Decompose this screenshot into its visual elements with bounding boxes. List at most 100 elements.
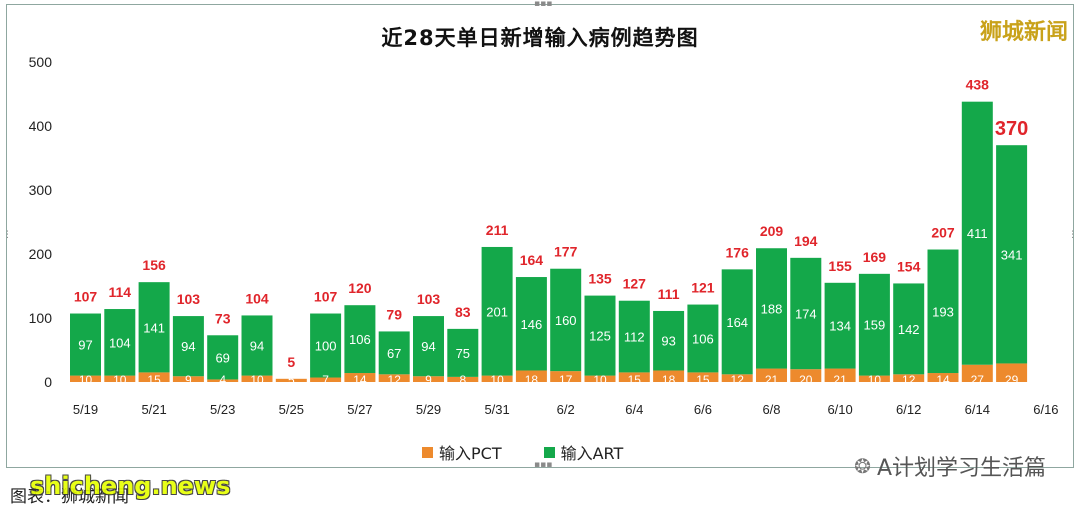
data-label-total: 177 bbox=[554, 244, 578, 260]
data-label-art: 164 bbox=[726, 315, 748, 330]
bar-segment-art bbox=[721, 269, 753, 375]
data-label-art: 75 bbox=[456, 346, 470, 361]
data-label-pct: 10 bbox=[113, 373, 127, 387]
data-label-total: 104 bbox=[245, 290, 269, 306]
x-tick-label: 6/6 bbox=[694, 402, 712, 417]
resize-handle-left[interactable]: ⋮ bbox=[3, 230, 12, 240]
data-label-art: 106 bbox=[692, 331, 714, 346]
x-tick-label: 5/25 bbox=[279, 402, 304, 417]
data-label-art: 134 bbox=[829, 319, 851, 334]
bar-segment-pct bbox=[207, 379, 239, 382]
bar-segment-art bbox=[447, 328, 479, 377]
x-tick-label: 6/12 bbox=[896, 402, 921, 417]
data-label-total: 156 bbox=[142, 257, 166, 273]
data-label-pct: 21 bbox=[765, 373, 779, 387]
data-label-total: 73 bbox=[215, 310, 231, 326]
data-label-pct: 10 bbox=[79, 373, 93, 387]
legend-item-pct: 输入PCT bbox=[422, 440, 502, 464]
x-tick-label: 6/14 bbox=[965, 402, 990, 417]
bar-segment-pct bbox=[584, 375, 616, 382]
x-tick-label: 5/29 bbox=[416, 402, 441, 417]
data-label-art: 125 bbox=[589, 329, 611, 344]
bar-segment-art bbox=[687, 304, 719, 373]
bar-segment-pct bbox=[893, 374, 925, 382]
bar-segment-art bbox=[413, 316, 444, 377]
bar-segment-pct bbox=[481, 375, 513, 382]
resize-handle-bottom[interactable]: ▪▪▪ bbox=[534, 460, 553, 470]
bar-segment-pct bbox=[996, 363, 1028, 382]
data-label-total: 176 bbox=[726, 244, 750, 260]
bar-segment-art bbox=[241, 315, 273, 376]
data-label-art: 67 bbox=[387, 346, 401, 361]
data-label-pct: 21 bbox=[833, 373, 847, 387]
bar-segment-art bbox=[172, 316, 204, 377]
data-label-total: 107 bbox=[74, 289, 98, 305]
data-label-art: 146 bbox=[521, 317, 543, 332]
bar-segment-art bbox=[858, 273, 890, 376]
bar-segment-art bbox=[618, 300, 650, 373]
chart-title: 近28天单日新增输入病例趋势图 bbox=[381, 26, 699, 50]
data-label-total: 135 bbox=[588, 271, 612, 287]
bar-segment-pct bbox=[756, 368, 787, 382]
bar-segment-pct bbox=[413, 376, 444, 382]
x-tick-label: 6/2 bbox=[557, 402, 575, 417]
data-label-pct: 9 bbox=[185, 373, 192, 387]
x-tick-label: 5/31 bbox=[484, 402, 509, 417]
bar-segment-art bbox=[70, 313, 101, 376]
resize-handle-right[interactable]: ⋮ bbox=[1068, 230, 1077, 240]
data-label-pct: 8 bbox=[459, 373, 466, 387]
data-label-art: 104 bbox=[109, 335, 131, 350]
bar-segment-pct bbox=[653, 370, 685, 382]
bar-segment-pct bbox=[515, 370, 547, 382]
data-label-total: 194 bbox=[794, 233, 818, 249]
data-label-art: 159 bbox=[864, 318, 886, 333]
x-tick-label: 5/27 bbox=[347, 402, 372, 417]
bar-segment-pct bbox=[824, 368, 856, 382]
bar-segment-art bbox=[653, 310, 685, 371]
x-tick-label: 5/19 bbox=[73, 402, 98, 417]
chart-legend: 输入PCT 输入ART bbox=[422, 440, 623, 464]
data-label-art: 174 bbox=[795, 307, 817, 322]
y-tick-label: 200 bbox=[29, 246, 53, 262]
x-tick-label: 5/21 bbox=[141, 402, 166, 417]
data-label-total: 169 bbox=[863, 249, 887, 265]
data-label-pct: 18 bbox=[662, 373, 676, 387]
data-label-pct: 17 bbox=[559, 373, 573, 387]
bar-segment-pct bbox=[241, 375, 273, 382]
data-label-art: 160 bbox=[555, 313, 577, 328]
y-tick-label: 500 bbox=[29, 54, 53, 70]
bar-segment-pct bbox=[927, 373, 959, 382]
data-label-art: 341 bbox=[1001, 247, 1023, 262]
chart-frame: ▪▪▪ ▪▪▪ ⋮ ⋮ bbox=[3, 0, 1077, 470]
bar-segment-pct bbox=[344, 373, 376, 382]
data-label-total: 114 bbox=[109, 284, 132, 300]
resize-handle-top[interactable]: ▪▪▪ bbox=[534, 0, 553, 9]
data-label-total: 370 bbox=[995, 118, 1028, 140]
legend-swatch-art bbox=[543, 446, 555, 458]
data-label-total: 120 bbox=[348, 280, 372, 296]
data-label-pct: 14 bbox=[353, 373, 367, 387]
x-tick-label: 5/23 bbox=[210, 402, 235, 417]
data-label-art: 94 bbox=[250, 339, 264, 354]
bar-segment-art bbox=[481, 246, 513, 376]
data-label-pct: 29 bbox=[1005, 373, 1019, 387]
bar-segment-art bbox=[584, 295, 616, 376]
y-tick-label: 100 bbox=[29, 310, 53, 326]
bar-segment-pct bbox=[104, 375, 136, 382]
x-tick-label: 6/10 bbox=[827, 402, 852, 417]
y-tick-label: 0 bbox=[44, 374, 52, 390]
data-label-art: 411 bbox=[967, 226, 988, 241]
data-label-art: 141 bbox=[143, 320, 165, 335]
y-tick-label: 300 bbox=[29, 182, 53, 198]
data-label-art: 94 bbox=[181, 339, 195, 354]
data-label-art: 97 bbox=[78, 338, 92, 353]
bar-segment-art bbox=[927, 249, 959, 374]
bar-segment-art bbox=[515, 277, 547, 371]
data-label-total: 5 bbox=[287, 354, 295, 370]
bar-segment-pct bbox=[550, 371, 582, 382]
data-label-total: 154 bbox=[897, 258, 921, 274]
data-label-pct: 14 bbox=[936, 373, 950, 387]
x-tick-label: 6/16 bbox=[1033, 402, 1058, 417]
data-label-art: 100 bbox=[315, 339, 337, 354]
brand-logo: 狮城新闻 bbox=[979, 20, 1068, 45]
